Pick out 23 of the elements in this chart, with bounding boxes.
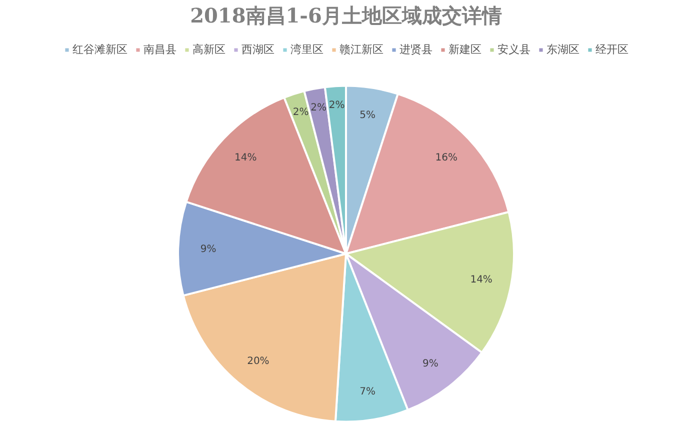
legend-label: 湾里区 bbox=[290, 42, 324, 57]
legend-label: 新建区 bbox=[448, 42, 482, 57]
data-label: 7% bbox=[360, 386, 376, 398]
data-label: 16% bbox=[435, 152, 458, 164]
data-label: 20% bbox=[247, 356, 270, 367]
legend-label: 进贤县 bbox=[400, 42, 432, 57]
data-label: 14% bbox=[234, 152, 257, 164]
legend-label: 西湖区 bbox=[242, 42, 274, 57]
legend-label: 安义县 bbox=[498, 42, 530, 57]
data-label: 2% bbox=[310, 102, 327, 114]
data-label: 14% bbox=[470, 274, 492, 286]
chart-title: 2018南昌1-6月土地区域成交详情 bbox=[190, 4, 502, 28]
legend-label: 南昌县 bbox=[144, 42, 176, 57]
legend-label: 高新区 bbox=[192, 42, 226, 57]
legend-label: 红谷滩新区 bbox=[72, 42, 128, 57]
data-label: 2% bbox=[328, 100, 345, 112]
legend-label: 赣江新区 bbox=[340, 42, 384, 57]
legend-label: 经开区 bbox=[596, 42, 628, 57]
data-label: 9% bbox=[200, 244, 216, 255]
data-label: 9% bbox=[422, 358, 438, 370]
data-label: 5% bbox=[360, 110, 376, 122]
legend-label: 东湖区 bbox=[546, 42, 580, 57]
data-label: 2% bbox=[292, 107, 309, 118]
